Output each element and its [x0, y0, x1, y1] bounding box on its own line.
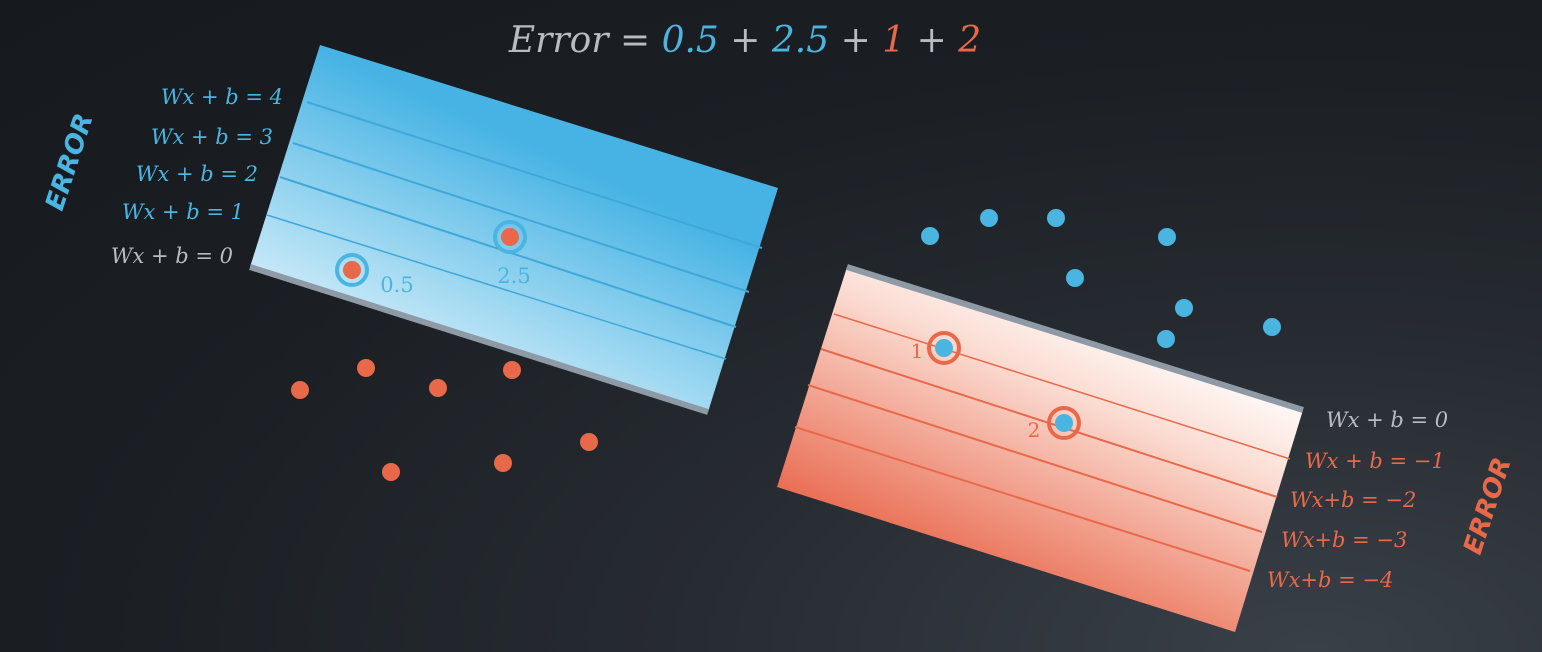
blue-misclassified-point-2: [493, 220, 527, 254]
orange-point: [429, 379, 447, 397]
orange-region-band: [777, 267, 1303, 632]
equation-term-1: 0.5: [662, 20, 719, 61]
blue-error-value-1: 0.5: [380, 273, 413, 297]
blue-level-line-1: [266, 214, 727, 360]
blue-level-label-2: Wx + b = 2: [136, 162, 258, 186]
orange-misclassified-point-2: [1047, 406, 1081, 440]
orange-misclassified-point-1: [927, 331, 961, 365]
blue-points: [921, 209, 1281, 348]
equation-term-3: 1: [882, 20, 905, 61]
equation-lhs: Error: [508, 20, 610, 61]
orange-level-label-1: Wx + b = −1: [1305, 449, 1445, 473]
error-equation: Error = 0.5 + 2.5 + 1 + 2: [508, 20, 981, 61]
equation-plus-2: +: [829, 20, 882, 61]
blue-point: [1175, 299, 1193, 317]
orange-level-line-4: [794, 426, 1251, 572]
blue-misclassified-point-1: [335, 253, 369, 287]
orange-level-label-3: Wx+b = −3: [1281, 528, 1407, 552]
orange-boundary-line: [846, 264, 1304, 413]
blue-level-line-3: [292, 142, 750, 293]
orange-error-value-2: 2: [1028, 418, 1041, 442]
orange-point: [494, 454, 512, 472]
equation-term-4: 2: [957, 20, 981, 61]
blue-error-side-label: ERROR: [40, 110, 99, 214]
orange-error-region: [777, 264, 1304, 632]
orange-error-side-label: ERROR: [1458, 454, 1517, 558]
blue-point: [1157, 330, 1175, 348]
blue-boundary-line: [249, 264, 709, 415]
blue-level-label-0: Wx + b = 0: [111, 244, 233, 268]
orange-point: [357, 359, 375, 377]
blue-region-band: [250, 45, 778, 412]
blue-error-region: [249, 45, 778, 415]
orange-level-line-1: [833, 313, 1291, 460]
equation-plus-1: +: [719, 20, 772, 61]
equation-equals: =: [609, 20, 662, 61]
blue-level-label-4: Wx + b = 4: [161, 85, 283, 109]
orange-level-label-0: Wx + b = 0: [1326, 408, 1448, 432]
orange-level-label-2: Wx+b = −2: [1290, 488, 1416, 512]
blue-point: [1263, 318, 1281, 336]
blue-point: [921, 227, 939, 245]
orange-error-value-1: 1: [911, 339, 924, 363]
blue-level-line-4: [306, 101, 763, 249]
blue-error-value-2: 2.5: [497, 264, 530, 288]
orange-point: [503, 361, 521, 379]
orange-point: [580, 433, 598, 451]
blue-point: [1158, 228, 1176, 246]
blue-point: [980, 209, 998, 227]
blue-point: [1047, 209, 1065, 227]
orange-point: [382, 463, 400, 481]
orange-level-label-4: Wx+b = −4: [1267, 568, 1393, 592]
orange-points: [291, 359, 598, 481]
orange-level-line-3: [807, 384, 1263, 533]
orange-point: [291, 381, 309, 399]
blue-level-label-3: Wx + b = 3: [151, 125, 273, 149]
blue-point: [1066, 269, 1084, 287]
equation-term-2: 2.5: [771, 20, 829, 61]
equation-plus-3: +: [905, 20, 958, 61]
blue-level-label-1: Wx + b = 1: [122, 200, 244, 224]
